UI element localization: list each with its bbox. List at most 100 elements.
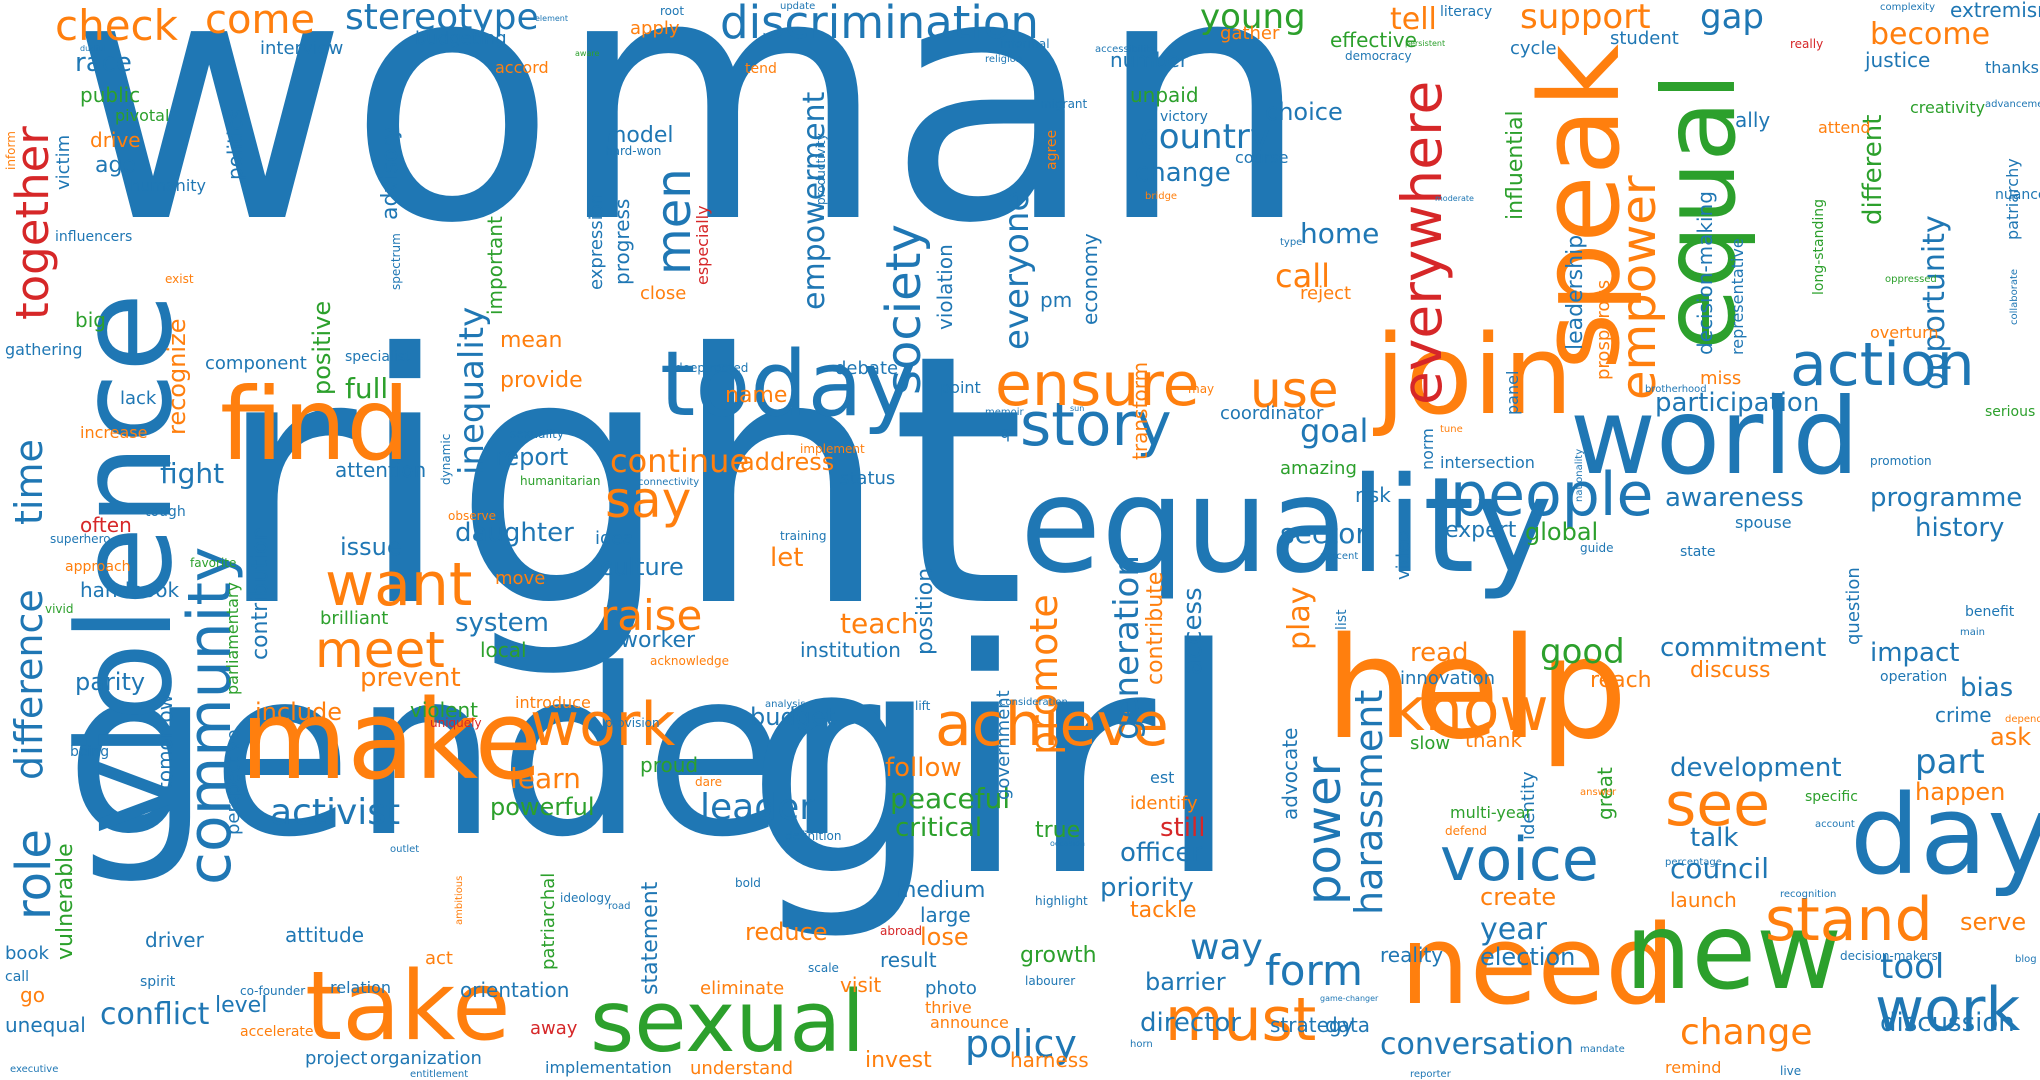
cloud-word-meet: meet: [315, 621, 445, 679]
cloud-word-lift: lift: [915, 699, 931, 713]
cloud-word-programme: programme: [1870, 483, 2023, 513]
cloud-word-thanks: thanks: [1985, 58, 2039, 77]
cloud-word-day: day: [1850, 771, 2040, 899]
cloud-word-find: find: [220, 366, 410, 483]
cloud-word-parity: parity: [75, 668, 146, 696]
cloud-word-everywhere: everywhere: [1390, 80, 1454, 405]
cloud-word-brilliant: brilliant: [320, 608, 389, 629]
cloud-word-include: include: [255, 698, 342, 726]
cloud-word-leader: leader: [700, 787, 815, 828]
cloud-word-complexity: complexity: [1880, 2, 1935, 13]
cloud-word-budgeting: budgeting: [415, 28, 507, 49]
cloud-word-opportunity: opportunity: [1917, 215, 1952, 390]
cloud-word-strategy: strategy: [1270, 1013, 1354, 1037]
cloud-word-co-founder: co-founder: [240, 984, 306, 998]
cloud-word-student: student: [1610, 28, 1679, 49]
cloud-word-eliminate: eliminate: [700, 978, 785, 999]
cloud-word-percent: percent: [1320, 551, 1359, 562]
cloud-word-impact: impact: [1870, 638, 1960, 668]
cloud-word-home: home: [1300, 217, 1380, 250]
cloud-word-handbook: handbook: [80, 578, 180, 602]
cloud-word-budget: budget: [750, 703, 836, 731]
cloud-word-literacy: literacy: [1440, 4, 1493, 20]
cloud-word-patriarchal: patriarchal: [538, 872, 559, 970]
cloud-word-global: global: [1525, 518, 1599, 546]
cloud-word-attention: attention: [335, 458, 427, 482]
cloud-word-part: part: [1915, 742, 1985, 782]
cloud-word-barrier: barrier: [1145, 968, 1226, 996]
cloud-word-orientation: orientation: [460, 978, 570, 1002]
cloud-word-tool: tool: [1880, 947, 1945, 987]
cloud-word-blog: blog: [2015, 954, 2037, 965]
cloud-word-operation: operation: [1880, 669, 1948, 685]
cloud-word-harassment: harassment: [1347, 689, 1391, 915]
cloud-word-ally: ally: [1735, 108, 1771, 132]
cloud-word-continue: continue: [610, 442, 750, 480]
cloud-word-big: big: [75, 308, 106, 332]
cloud-word-prosperous: prosperous: [1593, 279, 1614, 380]
cloud-word-nationality: nationality: [1574, 448, 1585, 502]
cloud-word-access: access: [1178, 587, 1208, 675]
cloud-word-dare: dare: [695, 775, 723, 789]
cloud-word-innovation: innovation: [1400, 668, 1495, 689]
cloud-word-launch: launch: [1670, 888, 1737, 912]
cloud-word-guide: guide: [1580, 541, 1614, 555]
cloud-word-system: system: [455, 608, 549, 638]
cloud-word-dutiful: dutiful: [80, 44, 106, 53]
cloud-word-live: live: [1780, 1064, 1802, 1078]
cloud-word-bridge: bridge: [1145, 191, 1178, 202]
cloud-word-unequal: unequal: [5, 1013, 86, 1037]
cloud-word-parliamentary: parliamentary: [223, 582, 242, 695]
cloud-word-list: list: [1334, 609, 1350, 630]
cloud-word-aware: aware: [575, 49, 600, 58]
cloud-word-sector: sector: [1280, 517, 1367, 550]
cloud-word-officer: officer: [1120, 838, 1203, 868]
cloud-word-take: take: [305, 952, 511, 1062]
cloud-word-est: est: [1150, 768, 1175, 787]
cloud-word-come: come: [205, 0, 316, 43]
cloud-word-course: course: [1235, 148, 1289, 167]
cloud-word-talk: talk: [1690, 823, 1739, 853]
cloud-word-highlight: highlight: [1035, 894, 1088, 908]
cloud-word-tell: tell: [1390, 2, 1437, 37]
cloud-word-local: local: [480, 638, 527, 662]
cloud-word-priority: priority: [1100, 873, 1194, 903]
cloud-word-advocate: advocate: [1278, 727, 1302, 820]
cloud-word-generation: generation: [1107, 555, 1147, 740]
cloud-word-work: work: [1875, 975, 2021, 1045]
cloud-word-call: call: [5, 969, 30, 985]
cloud-word-prevent: prevent: [360, 663, 461, 693]
cloud-word-project: project: [305, 1048, 368, 1069]
cloud-word-answer: answer: [1580, 787, 1617, 798]
cloud-word-slow: slow: [1410, 733, 1451, 754]
cloud-word-visit: visit: [840, 973, 882, 997]
cloud-word-productivity: productivity: [814, 133, 828, 205]
cloud-word-result: result: [880, 948, 937, 972]
cloud-word-work: work: [530, 690, 676, 760]
cloud-word-announce: announce: [930, 1013, 1009, 1032]
cloud-word-intersection: intersection: [1440, 453, 1535, 472]
cloud-word-expression: expression: [586, 192, 607, 290]
cloud-word-politics: politics: [223, 109, 247, 180]
cloud-word-stand: stand: [1765, 885, 1933, 955]
cloud-word-worker: worker: [620, 628, 696, 653]
cloud-word-violation: violation: [933, 244, 957, 330]
cloud-word-labourer: labourer: [1025, 974, 1076, 988]
cloud-word-state: state: [1680, 544, 1716, 560]
cloud-word-raise: raise: [600, 591, 703, 640]
cloud-word-democracy: democracy: [1345, 49, 1412, 63]
cloud-word-debate: debate: [835, 358, 899, 379]
cloud-word-update: update: [780, 1, 816, 12]
cloud-word-harness: harness: [1010, 1048, 1089, 1072]
cloud-word-public: public: [80, 83, 141, 107]
cloud-word-people: people: [1450, 460, 1654, 530]
cloud-word-join: join: [1375, 311, 1574, 439]
cloud-word-recognition: recognition: [1780, 889, 1837, 900]
cloud-word-moderate: moderate: [1435, 194, 1474, 203]
cloud-word-agree: agree: [1044, 129, 1060, 170]
cloud-word-specialist: specialist: [345, 349, 411, 365]
cloud-word-remind: remind: [1665, 1058, 1722, 1077]
cloud-word-victim: victim: [53, 134, 74, 190]
cloud-word-ask: ask: [1990, 723, 2032, 751]
cloud-word-history: history: [1915, 513, 2005, 543]
